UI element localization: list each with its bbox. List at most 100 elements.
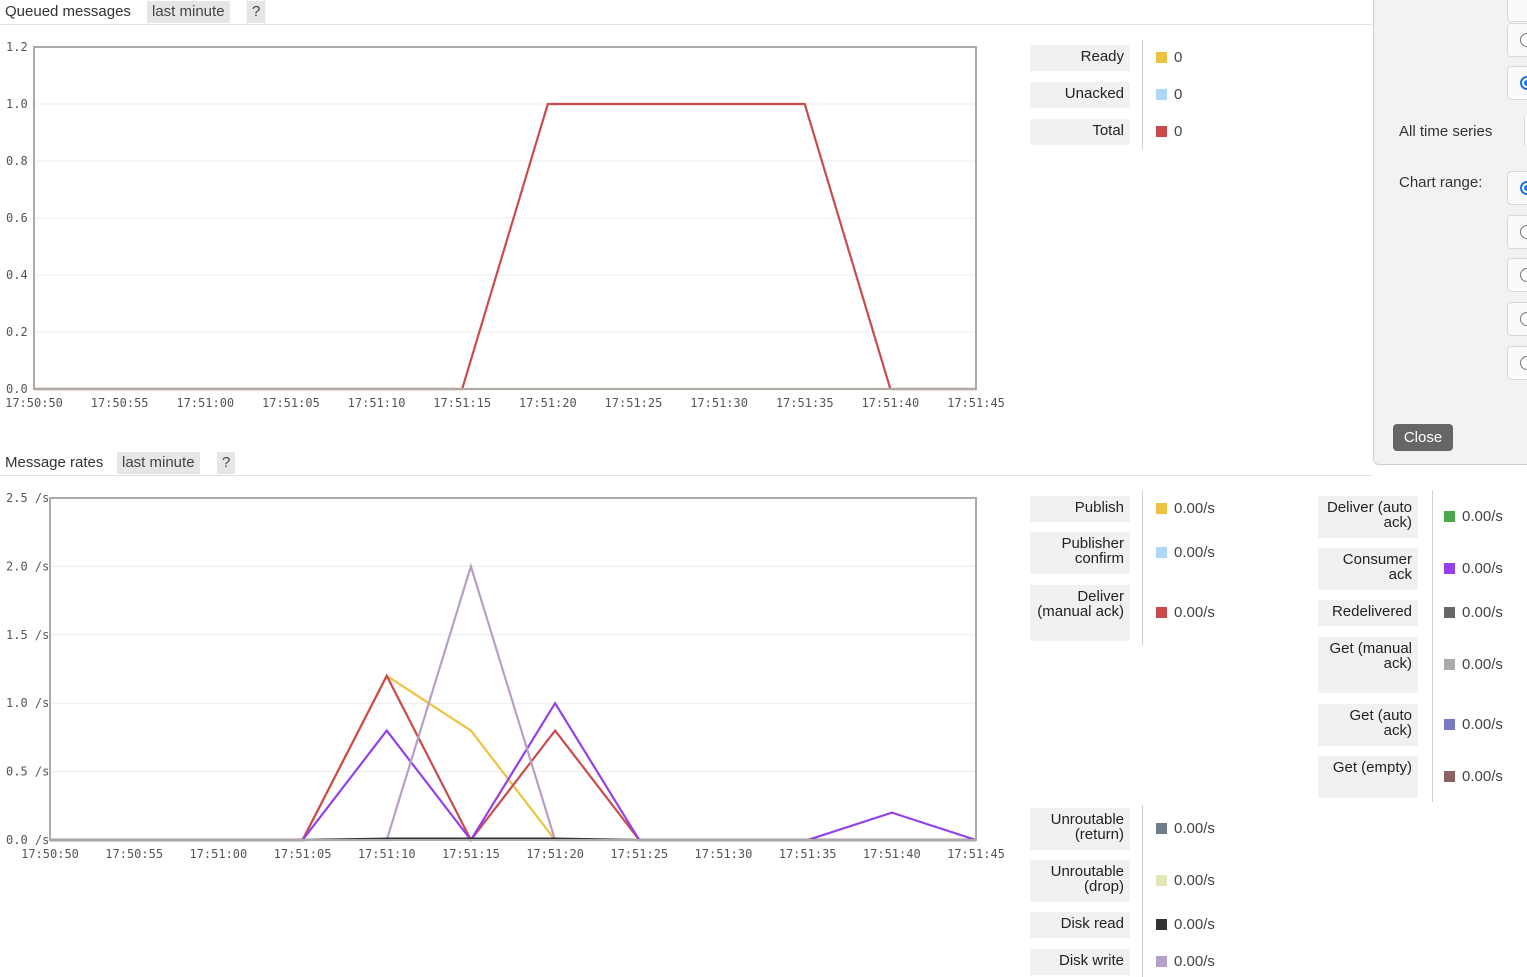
plot-frame [33, 46, 977, 390]
options-field[interactable] [1524, 116, 1527, 146]
color-swatch [1156, 547, 1167, 558]
x-tick-label: 17:51:10 [358, 847, 416, 861]
legend-value-text: 0 [1174, 123, 1183, 140]
y-tick-label: 1.0 [6, 97, 28, 111]
x-tick-label: 17:51:30 [695, 847, 753, 861]
range-pill[interactable]: last minute [117, 452, 200, 474]
x-tick-label: 17:51:25 [605, 396, 663, 410]
legend-value: 0.00/s [1444, 768, 1503, 786]
legend-label: Unroutable (return) [1030, 808, 1130, 850]
legend-value: 0 [1156, 123, 1182, 141]
section-title: Queued messages [5, 3, 131, 20]
section-title: Message rates [5, 454, 104, 471]
color-swatch [1444, 719, 1455, 730]
legend-label: Disk read [1030, 912, 1130, 938]
legend-value-text: 0.00/s [1174, 953, 1215, 970]
legend-value: 0.00/s [1444, 716, 1503, 734]
legend-label: Publisher confirm [1030, 532, 1130, 574]
y-tick-label: 0.5 /s [6, 765, 49, 779]
x-tick-label: 17:50:55 [91, 396, 149, 410]
y-tick-label: 1.5 /s [6, 628, 49, 642]
color-swatch [1444, 511, 1455, 522]
chart-range-radio[interactable] [1507, 171, 1527, 205]
legend-value: 0.00/s [1156, 820, 1215, 838]
legend-value-text: 0.00/s [1462, 768, 1503, 785]
option-radio[interactable] [1507, 23, 1527, 57]
legend-value: 0.00/s [1444, 604, 1503, 622]
x-tick-label: 17:51:25 [610, 847, 668, 861]
color-swatch [1156, 956, 1167, 967]
radio-icon[interactable] [1520, 356, 1527, 370]
y-tick-label: 0.4 [6, 268, 28, 282]
y-tick-label: 0.8 [6, 154, 28, 168]
radio-icon[interactable] [1520, 312, 1527, 326]
message-rates-header: Message rates last minute ? [0, 451, 1372, 476]
help-pill[interactable]: ? [217, 452, 236, 474]
plot-frame [49, 497, 977, 841]
legend-value-text: 0.00/s [1462, 604, 1503, 621]
color-swatch [1156, 919, 1167, 930]
y-tick-label: 2.5 /s [6, 491, 49, 505]
legend-separator [1142, 490, 1143, 645]
legend-value: 0.00/s [1156, 916, 1215, 934]
x-tick-label: 17:51:10 [348, 396, 406, 410]
color-swatch [1156, 607, 1167, 618]
legend-value-text: 0.00/s [1174, 820, 1215, 837]
legend-value-text: 0.00/s [1462, 656, 1503, 673]
x-tick-label: 17:51:40 [861, 396, 919, 410]
legend-label: Disk write [1030, 949, 1130, 975]
x-tick-label: 17:51:05 [274, 847, 332, 861]
color-swatch [1444, 563, 1455, 574]
color-swatch [1156, 823, 1167, 834]
option-radio[interactable] [1507, 0, 1527, 22]
legend-value: 0.00/s [1156, 953, 1215, 971]
legend-label: Get (manual ack) [1318, 637, 1418, 693]
option-radio[interactable] [1507, 66, 1527, 100]
x-tick-label: 17:51:00 [189, 847, 247, 861]
color-swatch [1444, 659, 1455, 670]
chart-range-radio[interactable] [1507, 302, 1527, 336]
series-line [34, 102, 976, 391]
radio-icon[interactable] [1520, 33, 1527, 47]
legend-label: Publish [1030, 496, 1130, 522]
legend-label: Unroutable (drop) [1030, 860, 1130, 902]
color-swatch [1156, 875, 1167, 886]
color-swatch [1156, 52, 1167, 63]
x-tick-label: 17:51:05 [262, 396, 320, 410]
y-tick-label: 0.0 [6, 382, 28, 396]
radio-icon[interactable] [1520, 225, 1527, 239]
legend-label: Get (auto ack) [1318, 704, 1418, 746]
x-tick-label: 17:51:35 [779, 847, 837, 861]
legend-label: Redelivered [1318, 600, 1418, 626]
chart-range-radio[interactable] [1507, 215, 1527, 249]
legend-value-text: 0.00/s [1462, 508, 1503, 525]
x-tick-label: 17:51:45 [947, 396, 1005, 410]
legend-label: Total [1030, 119, 1130, 145]
y-tick-label: 1.0 /s [6, 696, 49, 710]
chart-range-radio[interactable] [1507, 258, 1527, 292]
close-button[interactable]: Close [1393, 424, 1453, 451]
queued-messages-header: Queued messages last minute ? [0, 0, 1372, 25]
color-swatch [1444, 607, 1455, 618]
legend-label: Deliver (auto ack) [1318, 496, 1418, 538]
all-time-series-label: All time series [1399, 123, 1493, 140]
legend-label: Unacked [1030, 82, 1130, 108]
legend-value-text: 0.00/s [1174, 916, 1215, 933]
help-pill[interactable]: ? [247, 1, 266, 23]
x-tick-label: 17:51:20 [519, 396, 577, 410]
legend-value: 0.00/s [1444, 508, 1503, 526]
radio-icon[interactable] [1520, 76, 1527, 90]
legend-value: 0 [1156, 86, 1182, 104]
x-tick-label: 17:51:35 [776, 396, 834, 410]
queued-messages-chart: 0.0 0.2 0.4 0.6 0.8 1.0 1.2 17:50:50 17:50:55 17:… [5, 40, 1005, 410]
x-tick-label: 17:51:20 [526, 847, 584, 861]
legend-value-text: 0 [1174, 86, 1183, 103]
legend-value: 0.00/s [1156, 604, 1215, 622]
x-tick-label: 17:51:30 [690, 396, 748, 410]
radio-icon[interactable] [1520, 181, 1527, 195]
range-pill[interactable]: last minute [147, 1, 230, 23]
color-swatch [1156, 503, 1167, 514]
radio-icon[interactable] [1520, 268, 1527, 282]
chart-range-radio[interactable] [1507, 346, 1527, 380]
y-tick-label: 0.0 /s [6, 833, 49, 847]
